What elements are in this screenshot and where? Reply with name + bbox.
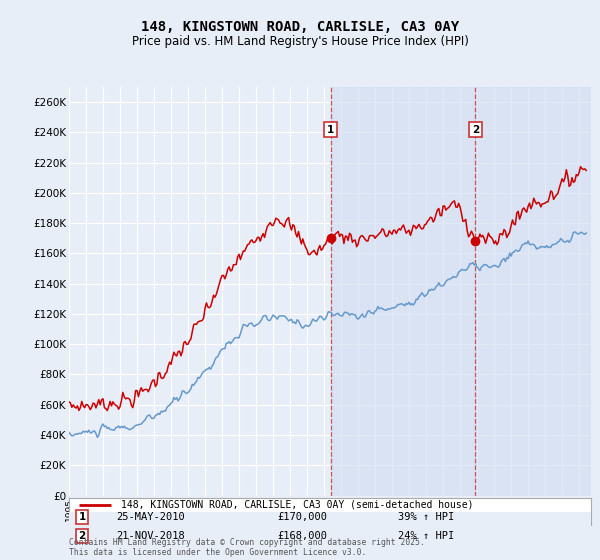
Text: £168,000: £168,000 (278, 531, 328, 541)
Text: 25-MAY-2010: 25-MAY-2010 (116, 512, 185, 522)
Text: Price paid vs. HM Land Registry's House Price Index (HPI): Price paid vs. HM Land Registry's House … (131, 35, 469, 48)
Text: 21-NOV-2018: 21-NOV-2018 (116, 531, 185, 541)
Text: 1: 1 (327, 125, 334, 135)
Text: 2: 2 (79, 531, 86, 541)
Text: 1: 1 (79, 512, 86, 522)
Text: 24% ↑ HPI: 24% ↑ HPI (398, 531, 454, 541)
Text: £170,000: £170,000 (278, 512, 328, 522)
Bar (331, 87, 475, 496)
Text: Contains HM Land Registry data © Crown copyright and database right 2025.
This d: Contains HM Land Registry data © Crown c… (69, 538, 425, 557)
Bar (475, 87, 591, 496)
Text: 2: 2 (472, 125, 479, 135)
Text: 148, KINGSTOWN ROAD, CARLISLE, CA3 0AY: 148, KINGSTOWN ROAD, CARLISLE, CA3 0AY (141, 20, 459, 34)
Text: HPI: Average price, semi-detached house, Cumberland: HPI: Average price, semi-detached house,… (121, 513, 421, 523)
Text: 148, KINGSTOWN ROAD, CARLISLE, CA3 0AY (semi-detached house): 148, KINGSTOWN ROAD, CARLISLE, CA3 0AY (… (121, 500, 474, 510)
Text: 39% ↑ HPI: 39% ↑ HPI (398, 512, 454, 522)
